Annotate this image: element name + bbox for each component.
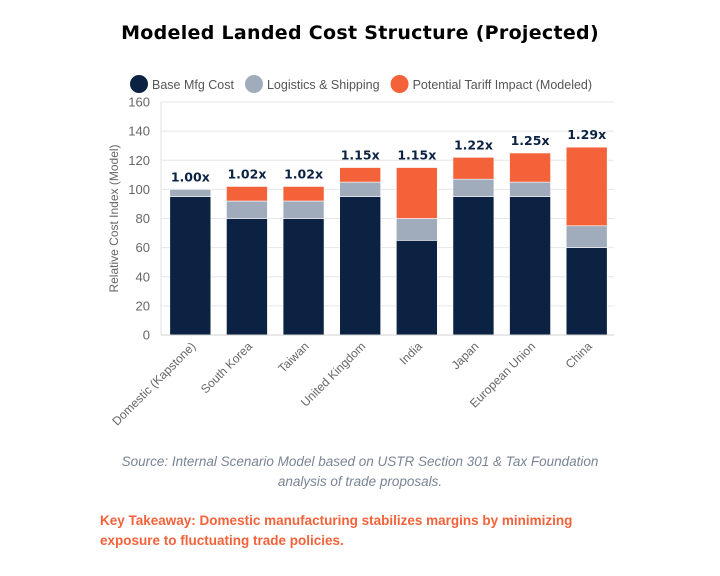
- y-tick-label: 40: [136, 269, 150, 284]
- data-label: 1.15x: [397, 148, 436, 163]
- bar-segment: [282, 218, 325, 336]
- y-tick-label: 0: [143, 328, 150, 343]
- data-label: 1.29x: [567, 127, 606, 142]
- bar-segment: [169, 189, 212, 197]
- bar-segment: [339, 196, 381, 336]
- bar-segment: [226, 186, 268, 202]
- legend-swatch: [244, 75, 263, 93]
- y-tick-label: 160: [128, 95, 150, 110]
- y-tick-label: 120: [128, 153, 150, 168]
- x-tick-label: China: [563, 339, 595, 371]
- data-label: 1.22x: [454, 137, 493, 152]
- y-tick-label: 140: [128, 124, 150, 139]
- bar-segment: [509, 196, 551, 336]
- data-label: 1.02x: [227, 166, 266, 181]
- data-label: 1.00x: [171, 169, 210, 184]
- y-tick-label: 80: [136, 211, 150, 226]
- bar-segment: [169, 196, 212, 336]
- bar-segment: [565, 247, 608, 336]
- data-label: 1.15x: [341, 148, 380, 163]
- bar-segment: [396, 167, 438, 219]
- stacked-bar-chart: 0 20 40 60 80 100 120 140 160 Relative Cost Index…: [107, 75, 614, 428]
- x-tick-label: Japan: [449, 339, 482, 372]
- bar-segment: [282, 186, 325, 202]
- legend-label: Base Mfg Cost: [152, 78, 235, 92]
- bar-segment: [282, 200, 325, 219]
- x-tick-label: Domestic (Kapstone): [109, 339, 198, 428]
- bar-segment: [509, 181, 551, 197]
- data-label: 1.25x: [511, 133, 550, 148]
- bar-segment: [565, 146, 608, 227]
- legend-label: Logistics & Shipping: [267, 78, 380, 92]
- legend-swatch: [130, 75, 148, 93]
- y-tick-label: 20: [136, 298, 150, 313]
- x-tick-label: India: [397, 339, 426, 368]
- bar-segment: [396, 218, 438, 241]
- data-label: 1.02x: [284, 166, 323, 181]
- bar-segment: [339, 167, 381, 183]
- bar-segment: [565, 225, 608, 248]
- y-tick-label: 60: [136, 240, 150, 255]
- bar-segment: [509, 152, 551, 183]
- y-axis-label: Relative Cost Index (Model): [107, 144, 121, 292]
- legend-swatch: [390, 75, 409, 93]
- x-tick-label: Taiwan: [275, 339, 311, 375]
- x-tick-label: South Korea: [198, 339, 255, 396]
- source-note: Source: Internal Scenario Model based on…: [121, 454, 599, 489]
- y-tick-label: 100: [128, 182, 150, 197]
- bar-segment: [452, 157, 495, 180]
- chart-title: Modeled Landed Cost Structure (Projected…: [121, 22, 599, 44]
- bar-segment: [226, 200, 268, 219]
- key-takeaway: Key Takeaway: Domestic manufacturing sta…: [100, 513, 573, 548]
- legend-label: Potential Tariff Impact (Modeled): [413, 78, 593, 92]
- bar-segment: [339, 181, 381, 197]
- bar-segment: [452, 178, 495, 197]
- bar-segment: [226, 218, 268, 336]
- bar-segment: [396, 240, 438, 336]
- bar-segment: [452, 196, 495, 336]
